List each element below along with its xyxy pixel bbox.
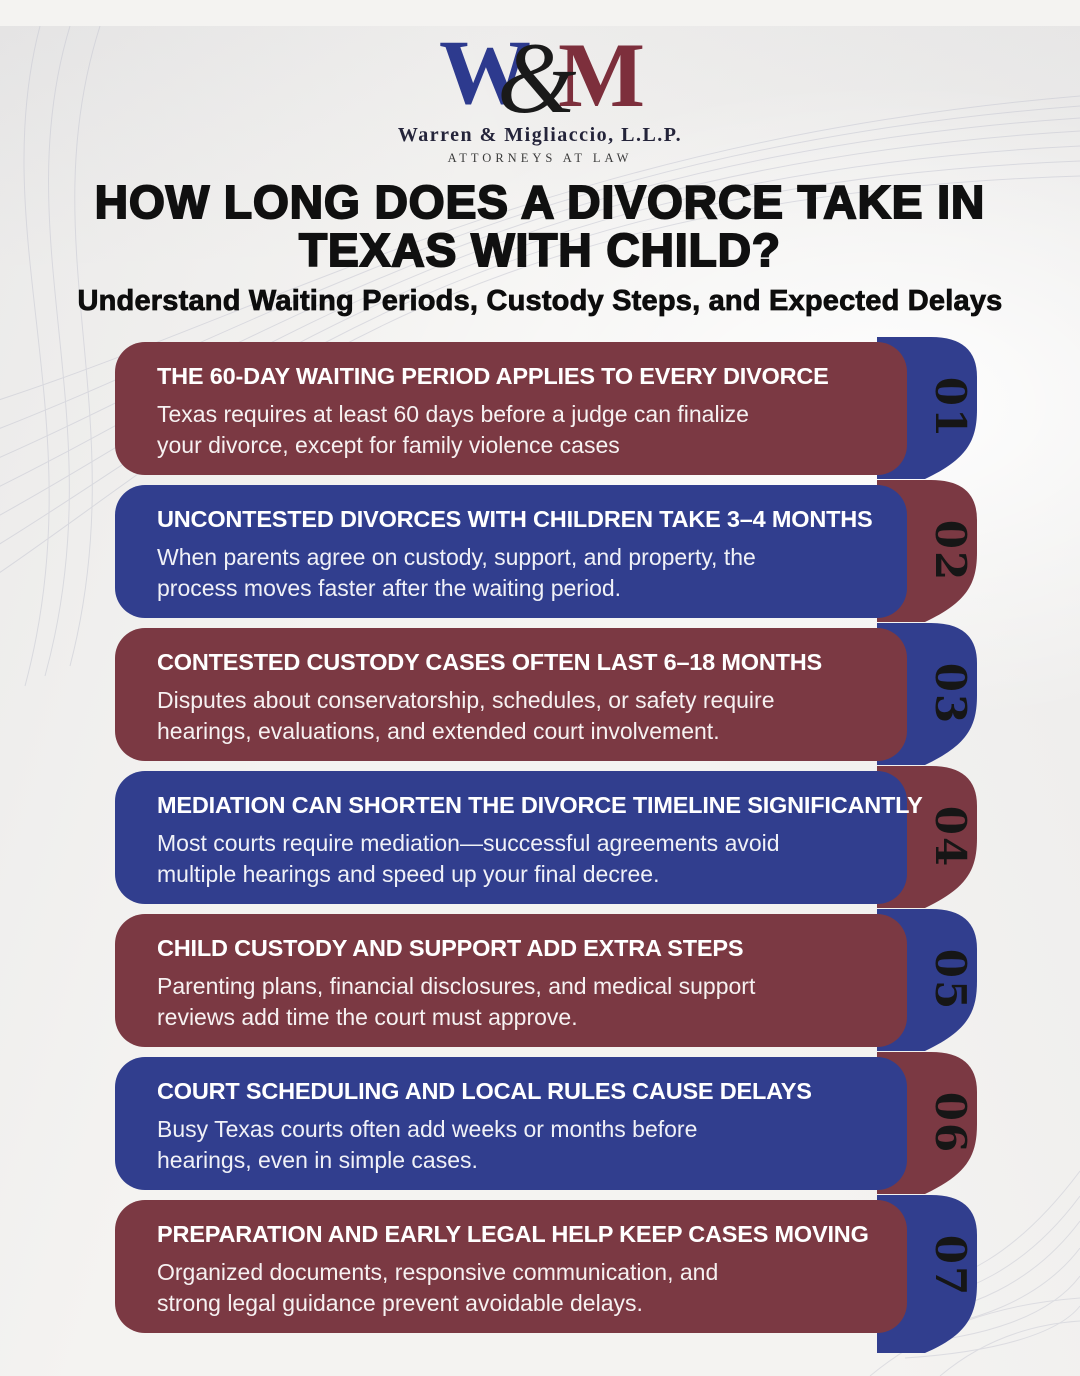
step-title: THE 60-DAY WAITING PERIOD APPLIES TO EVE… [157,362,829,389]
step-card: PREPARATION AND EARLY LEGAL HELP KEEP CA… [115,1199,907,1333]
step-body: Most courts require mediation—successful… [157,829,780,887]
step-body: Organized documents, responsive communic… [157,1258,719,1316]
step-card: CONTESTED CUSTODY CASES OFTEN LAST 6–18 … [115,627,907,761]
step-title: MEDIATION CAN SHORTEN THE DIVORCE TIMELI… [157,791,923,818]
step-body: Texas requires at least 60 days before a… [157,400,749,458]
step-title: UNCONTESTED DIVORCES WITH CHILDREN TAKE … [157,505,873,532]
step-card: UNCONTESTED DIVORCES WITH CHILDREN TAKE … [115,484,907,618]
firm-logo: W & M [435,26,645,130]
timeline-item-3: 03 CONTESTED CUSTODY CASES OFTEN LAST 6–… [115,622,977,765]
page-subtitle: Understand Waiting Periods, Custody Step… [77,284,1003,317]
timeline-item-1: 01 THE 60-DAY WAITING PERIOD APPLIES TO … [115,336,977,479]
step-title: CHILD CUSTODY AND SUPPORT ADD EXTRA STEP… [157,934,744,961]
step-number: 05 [926,948,975,1012]
step-card: THE 60-DAY WAITING PERIOD APPLIES TO EVE… [115,341,907,475]
step-title: COURT SCHEDULING AND LOCAL RULES CAUSE D… [157,1077,812,1104]
step-title: PREPARATION AND EARLY LEGAL HELP KEEP CA… [157,1220,869,1247]
step-number: 02 [926,519,975,583]
timeline-item-4: 04 MEDIATION CAN SHORTEN THE DIVORCE TIM… [115,765,977,908]
step-body: Busy Texas courts often add weeks or mon… [157,1115,698,1173]
step-card: MEDIATION CAN SHORTEN THE DIVORCE TIMELI… [115,770,923,904]
timeline-item-7: 07 PREPARATION AND EARLY LEGAL HELP KEEP… [115,1194,977,1353]
timeline-item-6: 06 COURT SCHEDULING AND LOCAL RULES CAUS… [115,1051,977,1194]
infographic-page: { "logo": { "monogram_w": "W", "monogram… [0,26,1080,1376]
timeline-list: 01 THE 60-DAY WAITING PERIOD APPLIES TO … [115,336,977,1353]
header: W & M Warren & Migliaccio, L.L.P. ATTORN… [0,26,1080,318]
logo-ampersand: & [497,22,577,135]
timeline-item-5: 05 CHILD CUSTODY AND SUPPORT ADD EXTRA S… [115,908,977,1051]
timeline-item-2: 02 UNCONTESTED DIVORCES WITH CHILDREN TA… [115,479,977,622]
step-body: Parenting plans, financial disclosures, … [157,972,756,1030]
step-number: 01 [926,376,975,440]
step-title: CONTESTED CUSTODY CASES OFTEN LAST 6–18 … [157,648,823,675]
page-title: HOW LONG DOES A DIVORCE TAKE IN TEXAS WI… [94,176,986,277]
step-number: 07 [926,1234,975,1298]
firm-tagline: ATTORNEYS AT LAW [447,151,633,165]
step-number: 06 [926,1091,975,1155]
step-number: 03 [926,662,975,726]
step-number: 04 [926,805,975,869]
step-card: CHILD CUSTODY AND SUPPORT ADD EXTRA STEP… [115,913,907,1047]
step-card: COURT SCHEDULING AND LOCAL RULES CAUSE D… [115,1056,907,1190]
step-body: Disputes about conservatorship, schedule… [157,686,775,744]
step-body: When parents agree on custody, support, … [157,543,756,601]
